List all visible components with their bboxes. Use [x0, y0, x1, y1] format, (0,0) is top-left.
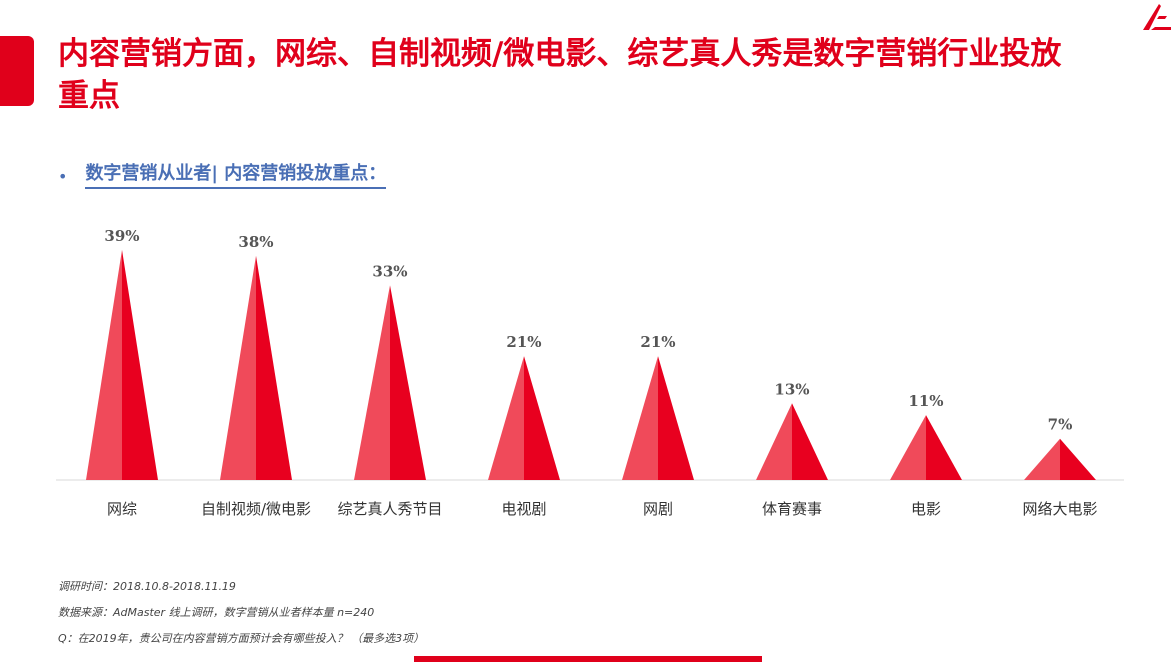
title-accent-block	[0, 36, 34, 106]
chart-subtitle-text: 数字营销从业者| 内容营销投放重点：	[85, 163, 387, 189]
cone-left-face	[622, 356, 658, 480]
cone-left-face	[756, 403, 792, 480]
data-label: 39%	[104, 227, 139, 245]
cone-bar-8	[1024, 438, 1096, 480]
category-label: 自制视频/微电影	[201, 500, 311, 518]
category-label: 电视剧	[501, 500, 546, 518]
category-label: 体育赛事	[762, 500, 822, 518]
data-label: 21%	[506, 333, 541, 351]
footnote-question: Q：在2019年，贵公司在内容营销方面预计会有哪些投入？ （最多选3项）	[58, 632, 425, 645]
cone-left-face	[890, 415, 926, 480]
cone-left-face	[1024, 438, 1060, 480]
footnotes: 调研时间：2018.10.8-2018.11.19 数据来源：AdMaster …	[58, 574, 424, 652]
category-label: 网剧	[643, 500, 673, 518]
cone-bar-2	[220, 255, 292, 480]
cone-bar-5	[622, 356, 694, 480]
footnote-data-source: 数据来源：AdMaster 线上调研，数字营销从业者样本量 n=240	[58, 606, 375, 619]
cone-bar-6	[756, 403, 828, 480]
page-title: 内容营销方面，网综、自制视频/微电影、综艺真人秀是数字营销行业投放重点	[58, 36, 1062, 114]
cone-bar-7	[890, 415, 962, 480]
cone-right-face	[122, 249, 158, 480]
cone-bar-1	[86, 249, 158, 480]
cone-right-face	[1060, 438, 1096, 480]
cone-right-face	[256, 255, 292, 480]
data-label: 21%	[640, 333, 675, 351]
cone-bar-4	[488, 356, 560, 480]
data-label: 7%	[1048, 416, 1073, 434]
cone-chart: 39% 网综 38% 自制视频/微电影 33% 综艺真人秀节目 21% 电视剧 21% 网剧 13%…	[56, 227, 1124, 518]
cone-right-face	[792, 403, 828, 480]
cone-left-face	[488, 356, 524, 480]
data-label: 13%	[774, 380, 809, 398]
category-label: 综艺真人秀节目	[337, 500, 442, 518]
bullet-icon: •	[58, 166, 68, 186]
cone-right-face	[524, 356, 560, 480]
cone-right-face	[390, 285, 426, 480]
cone-left-face	[354, 285, 390, 480]
category-label: 电影	[911, 500, 941, 518]
brand-logo-icon	[1143, 4, 1171, 30]
cone-right-face	[658, 356, 694, 480]
bottom-accent-bar	[414, 656, 762, 662]
cone-left-face	[86, 249, 122, 480]
cone-left-face	[220, 255, 256, 480]
cone-right-face	[926, 415, 962, 480]
footnote-survey-time: 调研时间：2018.10.8-2018.11.19	[58, 580, 236, 593]
data-label: 11%	[908, 392, 943, 410]
chart-subtitle: • 数字营销从业者| 内容营销投放重点：	[58, 162, 387, 190]
category-label: 网络大电影	[1022, 500, 1097, 518]
data-label: 33%	[372, 262, 407, 280]
data-label: 38%	[238, 233, 273, 251]
category-label: 网综	[107, 500, 137, 518]
cone-bar-3	[354, 285, 426, 480]
